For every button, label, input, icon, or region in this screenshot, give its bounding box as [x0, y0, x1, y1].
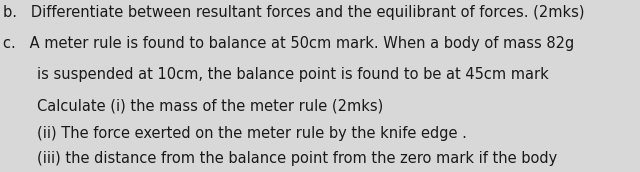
- Text: Calculate (i) the mass of the meter rule (2mks): Calculate (i) the mass of the meter rule…: [37, 98, 383, 113]
- Text: is suspended at 10cm, the balance point is found to be at 45cm mark: is suspended at 10cm, the balance point …: [37, 67, 549, 82]
- Text: c.   A meter rule is found to balance at 50cm mark. When a body of mass 82g: c. A meter rule is found to balance at 5…: [3, 36, 575, 51]
- Text: (ii) The force exerted on the meter rule by the knife edge .: (ii) The force exerted on the meter rule…: [37, 126, 467, 141]
- Text: (iii) the distance from the balance point from the zero mark if the body: (iii) the distance from the balance poin…: [37, 151, 557, 166]
- Text: b.   Differentiate between resultant forces and the equilibrant of forces. (2mks: b. Differentiate between resultant force…: [3, 5, 585, 20]
